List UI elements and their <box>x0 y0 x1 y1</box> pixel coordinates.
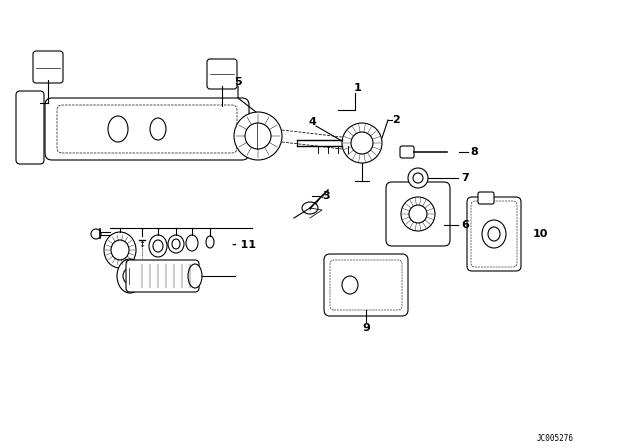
Ellipse shape <box>408 168 428 188</box>
Ellipse shape <box>91 229 101 239</box>
FancyBboxPatch shape <box>467 197 521 271</box>
FancyBboxPatch shape <box>471 201 517 267</box>
Text: - 11: - 11 <box>232 240 256 250</box>
FancyBboxPatch shape <box>386 182 450 246</box>
Ellipse shape <box>488 227 500 241</box>
Text: 4: 4 <box>308 117 316 127</box>
Ellipse shape <box>234 112 282 160</box>
Text: 9: 9 <box>362 323 370 333</box>
Ellipse shape <box>104 232 136 268</box>
Ellipse shape <box>123 268 137 284</box>
Ellipse shape <box>409 205 427 223</box>
Ellipse shape <box>172 239 180 249</box>
Ellipse shape <box>111 240 129 260</box>
FancyBboxPatch shape <box>400 146 414 158</box>
FancyBboxPatch shape <box>207 59 237 89</box>
Text: 8: 8 <box>470 147 478 157</box>
Text: 1: 1 <box>354 83 362 93</box>
FancyBboxPatch shape <box>57 105 237 153</box>
Text: 6: 6 <box>461 220 469 230</box>
Ellipse shape <box>186 235 198 251</box>
Ellipse shape <box>401 197 435 231</box>
FancyBboxPatch shape <box>478 192 494 204</box>
Ellipse shape <box>168 235 184 253</box>
Ellipse shape <box>482 220 506 248</box>
Text: 5: 5 <box>234 77 242 87</box>
Ellipse shape <box>150 118 166 140</box>
Ellipse shape <box>245 123 271 149</box>
Ellipse shape <box>342 276 358 294</box>
FancyBboxPatch shape <box>126 260 199 292</box>
FancyBboxPatch shape <box>324 254 408 316</box>
Text: 7: 7 <box>461 173 469 183</box>
FancyBboxPatch shape <box>33 51 63 83</box>
Ellipse shape <box>149 235 167 257</box>
Ellipse shape <box>342 123 382 163</box>
FancyBboxPatch shape <box>45 98 249 160</box>
Ellipse shape <box>206 236 214 248</box>
FancyBboxPatch shape <box>330 260 402 310</box>
Text: 3: 3 <box>322 191 330 201</box>
Text: 2: 2 <box>392 115 400 125</box>
Text: JC005276: JC005276 <box>536 434 573 443</box>
Text: ↕: ↕ <box>138 240 145 249</box>
FancyBboxPatch shape <box>16 91 44 164</box>
Text: 10: 10 <box>532 229 548 239</box>
Ellipse shape <box>351 132 373 154</box>
Ellipse shape <box>108 116 128 142</box>
Ellipse shape <box>302 202 318 214</box>
Ellipse shape <box>153 240 163 252</box>
Ellipse shape <box>117 259 143 293</box>
Ellipse shape <box>188 264 202 288</box>
Ellipse shape <box>413 173 423 183</box>
